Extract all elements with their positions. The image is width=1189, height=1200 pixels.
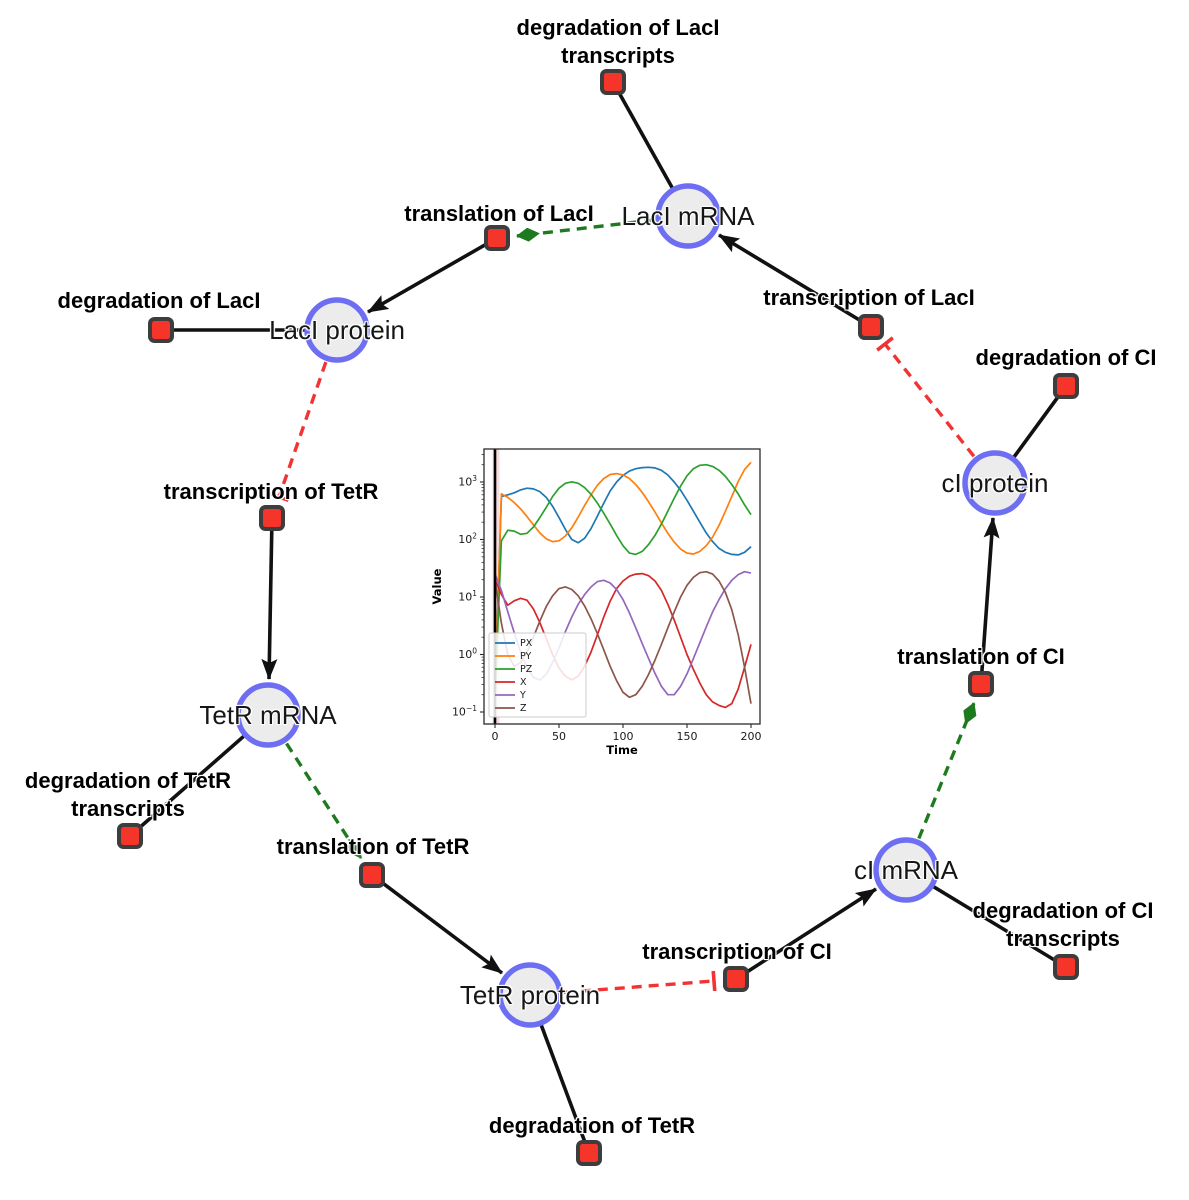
species-node-ci-protein — [962, 450, 1028, 516]
chart-line-PY — [494, 461, 752, 695]
species-label-ci-mrna: cI mRNA — [854, 855, 958, 885]
svg-text:0: 0 — [492, 730, 499, 743]
chart-ticks — [480, 454, 752, 728]
edge-laci-protein-to-transcription-tetr — [268, 329, 339, 502]
species-label-laci-protein: LacI protein — [269, 315, 405, 345]
reaction-label-transcription-laci: transcription of LacI — [763, 285, 975, 310]
svg-text:102: 102 — [458, 532, 477, 547]
reaction-label-translation-laci: translation of LacI — [404, 201, 594, 226]
svg-text:100: 100 — [458, 647, 477, 662]
reaction-label-translation-ci: translation of CI — [897, 644, 1065, 669]
species-label-ci-protein: cI protein — [941, 468, 1049, 498]
chart-ylabel: Value — [430, 568, 444, 604]
chart-line-Z — [494, 570, 752, 704]
chart-frame — [483, 448, 761, 725]
reaction-node-transcription-ci — [723, 966, 749, 992]
reaction-label-transcription-ci: transcription of CI — [642, 939, 832, 964]
chart-svg: 0 50 100 150 20010−1100101102103TimeValuePXP… — [430, 448, 762, 757]
svg-text:10−1: 10−1 — [452, 704, 477, 719]
reaction-node-translation-laci — [484, 225, 510, 251]
chart-tick-labels: 0 50 100 150 200 10−1 100 101 102 103 — [452, 474, 762, 743]
edge-transcription-tetr-to-tetr-mrna — [261, 517, 278, 680]
svg-text:103: 103 — [458, 474, 477, 489]
svg-text:150: 150 — [677, 730, 698, 743]
edge-ci-mrna-to-translation-ci — [904, 702, 977, 871]
edge-transcription-ci-to-ci-mrna — [735, 887, 877, 981]
reaction-label-deg-tetr: degradation of TetR — [488, 1113, 696, 1138]
inset-chart: 0 50 100 150 200 10−1 100 101 102 103 Time Value PX P… — [427, 440, 775, 765]
edge-laci-mrna-to-translation-laci — [516, 214, 689, 242]
svg-text:101: 101 — [458, 589, 477, 604]
legend-label-PX: PX — [520, 638, 533, 649]
species-label-laci-mrna: LacI mRNA — [621, 201, 755, 231]
species-node-tetr-mrna — [235, 682, 301, 748]
reaction-label-deg-ci: degradation of CI — [975, 345, 1157, 370]
chart-line-PZ — [494, 463, 752, 695]
species-node-tetr-protein — [497, 962, 563, 1028]
reaction-node-deg-ci-transcripts — [1053, 954, 1079, 980]
reaction-node-deg-laci — [148, 317, 174, 343]
edge-ci-protein-to-transcription-laci — [876, 336, 997, 485]
chart-legend: PX PY PZ XYZ — [488, 632, 587, 718]
edge-translation-laci-to-laci-protein — [367, 236, 498, 314]
legend-label-X: X — [520, 677, 527, 688]
reaction-node-translation-ci — [968, 671, 994, 697]
reaction-node-deg-tetr-transcripts — [117, 823, 143, 849]
svg-text:100: 100 — [613, 730, 634, 743]
reaction-node-translation-tetr — [359, 862, 385, 888]
species-node-laci-mrna — [655, 183, 721, 249]
species-label-tetr-protein: TetR protein — [459, 980, 601, 1010]
reaction-node-transcription-laci — [858, 314, 884, 340]
reaction-node-deg-tetr — [576, 1140, 602, 1166]
reaction-node-transcription-tetr — [259, 505, 285, 531]
edge-tetr-protein-to-transcription-ci — [529, 970, 717, 997]
svg-text:200: 200 — [741, 730, 762, 743]
reaction-label-deg-laci: degradation of LacI — [57, 288, 261, 313]
legend-label-PY: PY — [520, 651, 532, 662]
reaction-node-deg-ci — [1053, 373, 1079, 399]
reaction-label-deg-laci-transcripts: degradation of LacI transcripts — [516, 15, 720, 68]
species-node-laci-protein — [304, 297, 370, 363]
edge-translation-ci-to-ci-protein — [979, 517, 1000, 685]
reaction-label-translation-tetr: translation of TetR — [276, 834, 470, 859]
legend-label-Y: Y — [519, 690, 526, 701]
reaction-label-deg-tetr-transcripts: degradation of TetR transcripts — [24, 768, 232, 821]
reaction-node-deg-laci-transcripts — [600, 69, 626, 95]
chart-series-group — [494, 461, 752, 709]
edge-tetr-mrna-to-translation-tetr — [266, 714, 363, 859]
legend-label-Z: Z — [520, 703, 527, 714]
reaction-label-transcription-tetr: transcription of TetR — [163, 479, 379, 504]
legend-label-PZ: PZ — [520, 664, 533, 675]
chart-xlabel: Time — [606, 743, 638, 757]
chart-line-X — [494, 572, 752, 709]
svg-text:50: 50 — [552, 730, 566, 743]
species-node-ci-mrna — [873, 837, 939, 903]
species-label-tetr-mrna: TetR mRNA — [199, 700, 337, 730]
reaction-label-deg-ci-transcripts: degradation of CI transcripts — [972, 898, 1154, 951]
edge-translation-tetr-to-tetr-protein — [370, 873, 504, 975]
edge-transcription-laci-to-laci-mrna — [718, 233, 872, 329]
